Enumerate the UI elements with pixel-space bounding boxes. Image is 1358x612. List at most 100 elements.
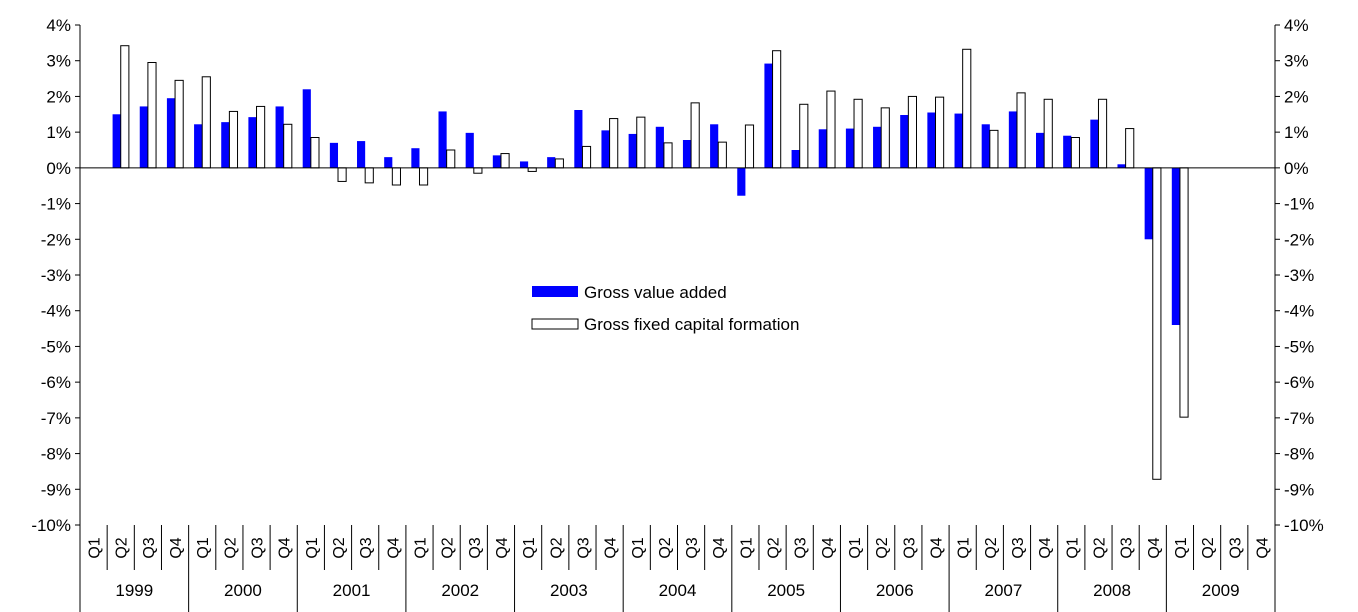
y-tick-label-left: -10% xyxy=(31,516,71,535)
bar-gross-fixed-capital-formation xyxy=(228,110,239,169)
quarter-label: Q2 xyxy=(548,537,565,558)
bar-gross-value-added xyxy=(194,124,203,168)
bar-gross-fixed-capital-formation xyxy=(880,107,890,169)
bar-gross-fixed-capital-formation xyxy=(989,129,999,169)
y-tick-label-right: -5% xyxy=(1284,337,1314,356)
quarter-label: Q3 xyxy=(1119,537,1136,558)
bar-gross-fixed-capital-formation xyxy=(120,45,130,169)
y-tick-label-right: -4% xyxy=(1284,302,1314,321)
y-tick-label-right: 1% xyxy=(1284,123,1309,142)
bar-gross-fixed-capital-formation xyxy=(772,50,782,169)
quarter-label: Q1 xyxy=(304,537,321,558)
bar-gross-fixed-capital-formation xyxy=(744,124,755,169)
year-label: 2003 xyxy=(550,581,588,600)
quarter-label: Q1 xyxy=(847,537,864,558)
bars-layer xyxy=(112,45,1189,480)
bar-gross-value-added xyxy=(737,167,746,196)
bar-gross-value-added xyxy=(275,106,284,168)
bar-gross-fixed-capital-formation xyxy=(962,48,972,169)
y-tick-label-left: -4% xyxy=(41,302,71,321)
bar-gross-fixed-capital-formation xyxy=(174,79,184,169)
axes-layer: 4% 4% 3% 3% 2% 2% 1% 1% 0% 0% -1% -1% -2% -2% -3% -3% -4… xyxy=(31,16,1324,612)
quarter-label: Q1 xyxy=(738,537,755,558)
quarter-label: Q3 xyxy=(1010,537,1027,558)
quarter-label: Q1 xyxy=(956,537,973,558)
bar-gross-value-added xyxy=(818,129,827,168)
bar-gross-fixed-capital-formation xyxy=(201,76,211,169)
quarter-label: Q2 xyxy=(331,537,348,558)
bar-gross-value-added xyxy=(791,150,800,168)
bar-gross-value-added xyxy=(519,161,529,168)
legend: Gross value added Gross fixed capital for… xyxy=(531,283,799,334)
bar-gross-value-added xyxy=(411,148,420,168)
quarter-label: Q3 xyxy=(467,537,484,558)
quarter-label: Q2 xyxy=(222,537,239,558)
quarter-label: Q3 xyxy=(358,537,375,558)
y-tick-label-right: -1% xyxy=(1284,195,1314,214)
quarter-label: Q2 xyxy=(983,537,1000,558)
bar-gross-fixed-capital-formation xyxy=(663,142,673,169)
quarter-label: Q4 xyxy=(168,537,185,558)
bar-gross-value-added xyxy=(682,140,692,168)
bar-gross-value-added xyxy=(547,157,556,168)
bar-gross-fixed-capital-formation xyxy=(446,149,456,169)
quarter-label: Q2 xyxy=(1200,537,1217,558)
bar-gross-fixed-capital-formation xyxy=(500,153,510,169)
legend-swatch-gross-value-added xyxy=(532,286,578,297)
legend-swatch-gross-fixed-capital-formation xyxy=(531,318,579,330)
quarter-label: Q4 xyxy=(929,537,946,558)
y-tick-label-right: -7% xyxy=(1284,409,1314,428)
bar-gross-value-added xyxy=(1008,111,1017,168)
quarter-label: Q3 xyxy=(684,537,701,558)
y-tick-label-left: 4% xyxy=(46,16,71,35)
quarter-label: Q2 xyxy=(874,537,891,558)
y-tick-label-right: -10% xyxy=(1284,516,1324,535)
bar-gross-fixed-capital-formation xyxy=(147,62,157,169)
y-tick-label-right: 0% xyxy=(1284,159,1309,178)
bar-gross-fixed-capital-formation xyxy=(1070,137,1080,169)
quarter-label: Q1 xyxy=(87,537,104,558)
y-tick-label-right: 3% xyxy=(1284,52,1309,71)
quarter-label: Q2 xyxy=(440,537,457,558)
bar-gross-fixed-capital-formation xyxy=(581,145,592,169)
quarter-label: Q3 xyxy=(250,537,267,558)
year-label: 2002 xyxy=(441,581,479,600)
bar-gross-fixed-capital-formation xyxy=(337,167,347,182)
bar-gross-value-added xyxy=(1117,164,1126,168)
quarter-label: Q2 xyxy=(1091,537,1108,558)
quarter-label: Q1 xyxy=(1064,537,1081,558)
bar-gross-value-added xyxy=(302,89,311,168)
bar-gross-value-added xyxy=(710,124,719,168)
bar-gross-value-added xyxy=(248,117,257,168)
quarter-label: Q2 xyxy=(114,537,131,558)
bar-gross-fixed-capital-formation xyxy=(391,167,401,186)
quarter-label: Q3 xyxy=(901,537,918,558)
bar-gross-value-added xyxy=(628,133,637,168)
year-label: 2006 xyxy=(876,581,914,600)
bar-gross-value-added xyxy=(655,126,664,168)
year-label: 2005 xyxy=(767,581,805,600)
bar-gross-value-added xyxy=(927,112,936,168)
quarter-label: Q1 xyxy=(1173,537,1190,558)
bar-gross-value-added xyxy=(900,115,909,168)
year-label: 2004 xyxy=(659,581,697,600)
y-tick-label-right: -3% xyxy=(1284,266,1314,285)
bar-gross-value-added xyxy=(1090,119,1099,168)
quarter-label: Q3 xyxy=(141,537,158,558)
quarter-label: Q4 xyxy=(820,537,837,558)
bar-gross-fixed-capital-formation xyxy=(554,158,564,169)
year-label: 1999 xyxy=(115,581,153,600)
bar-gross-fixed-capital-formation xyxy=(527,167,537,172)
y-tick-label-right: -8% xyxy=(1284,445,1314,464)
quarter-label: Q4 xyxy=(277,537,294,558)
y-tick-label-left: -8% xyxy=(41,445,71,464)
quarter-label: Q4 xyxy=(711,537,728,558)
bar-gross-fixed-capital-formation xyxy=(256,105,266,169)
bar-gross-fixed-capital-formation xyxy=(717,141,727,169)
bar-gross-value-added xyxy=(221,122,230,168)
bar-gross-fixed-capital-formation xyxy=(636,116,646,169)
bar-gross-value-added xyxy=(112,114,121,168)
y-tick-label-left: -1% xyxy=(41,195,71,214)
y-tick-label-left: 3% xyxy=(46,52,71,71)
legend-label-gross-value-added: Gross value added xyxy=(584,283,727,302)
